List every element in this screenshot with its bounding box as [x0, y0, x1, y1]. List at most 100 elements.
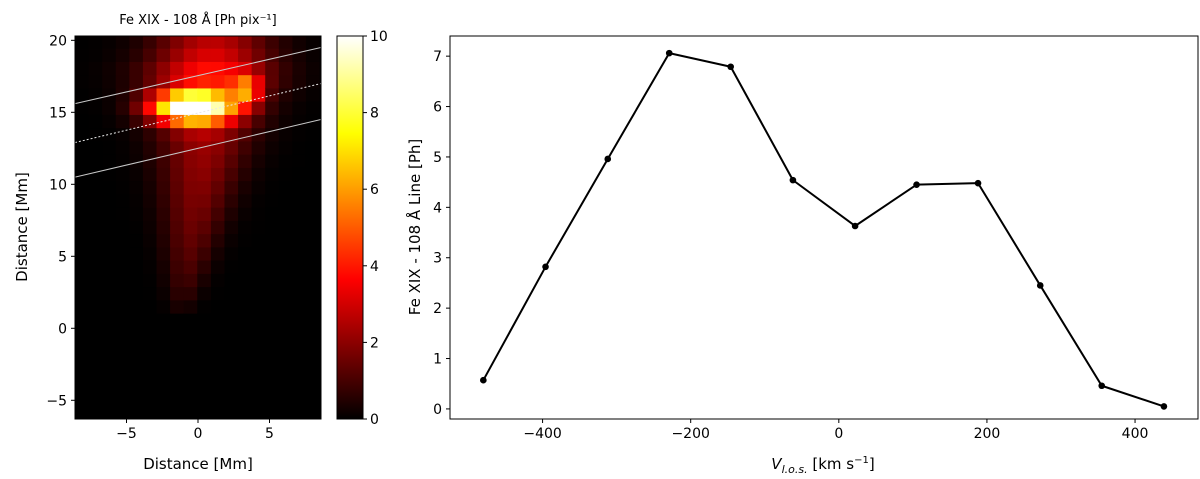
- heatmap-cell: [251, 180, 266, 195]
- heatmap-cell: [251, 36, 266, 49]
- heatmap-cell: [75, 233, 90, 248]
- heatmap-cell: [224, 220, 239, 235]
- heatmap-cell: [88, 127, 103, 142]
- heatmap-cell: [197, 366, 212, 380]
- y-tick-label: 10: [49, 177, 67, 193]
- heatmap-cell: [129, 339, 144, 354]
- heatmap-cell: [278, 180, 293, 195]
- heatmap-cell: [210, 48, 226, 62]
- heatmap-cell: [319, 326, 321, 341]
- heatmap-cell: [292, 154, 307, 168]
- heatmap-cell: [278, 127, 293, 142]
- heatmap-cell: [156, 61, 171, 76]
- heatmap-cell: [156, 87, 171, 102]
- heatmap-cell: [156, 339, 171, 354]
- heatmap-cell: [197, 233, 212, 248]
- heatmap-cell: [102, 207, 117, 221]
- heatmap-cell: [292, 74, 307, 89]
- heatmap-cell: [102, 379, 117, 394]
- heatmap-cell: [210, 233, 226, 248]
- heatmap-cell: [102, 220, 117, 235]
- heatmap-cell: [251, 48, 266, 62]
- heatmap-cell: [115, 405, 130, 419]
- heatmap-cell: [142, 273, 158, 288]
- heatmap-cell: [197, 286, 212, 301]
- heatmap-cell: [129, 392, 144, 407]
- heatmap-cell: [102, 127, 117, 142]
- x-tick-label: 400: [1122, 426, 1149, 442]
- y-tick-label: 6: [433, 100, 442, 116]
- colorbar-tick-label: 10: [370, 29, 388, 45]
- heatmap-cell: [197, 405, 212, 419]
- heatmap-cell: [129, 101, 144, 115]
- heatmap-cell: [319, 87, 321, 102]
- heatmap-cell: [238, 273, 253, 288]
- heatmap-cell: [129, 140, 144, 155]
- heatmap-cell: [278, 246, 293, 261]
- heatmap-cell: [238, 114, 253, 129]
- heatmap-cell: [142, 114, 158, 129]
- heatmap-cell: [142, 36, 158, 49]
- heatmap-cell: [115, 48, 130, 62]
- heatmap-cell: [210, 167, 226, 182]
- heatmap-cell: [278, 352, 293, 367]
- heatmap-cell: [170, 392, 185, 407]
- heatmap-cell: [129, 180, 144, 195]
- heatmap-cell: [251, 61, 266, 76]
- heatmap-cell: [115, 101, 130, 115]
- heatmap-cell: [129, 167, 144, 182]
- heatmap-cell: [224, 246, 239, 261]
- heatmap-cell: [210, 299, 226, 314]
- heatmap-cell: [142, 392, 158, 407]
- heatmap-cell: [305, 154, 321, 168]
- heatmap-cell: [142, 207, 158, 221]
- heatmap-cell: [183, 193, 198, 208]
- heatmap-cell: [278, 193, 293, 208]
- heatmap-cell: [292, 114, 307, 129]
- heatmap-cell: [102, 61, 117, 76]
- heatmap-cell: [115, 299, 130, 314]
- heatmap-cell: [292, 405, 307, 419]
- heatmap-cell: [170, 167, 185, 182]
- line-chart-panel: −400 −200 0 200 400 0 1 2 3 4 5 6 7 Vl.o.s. [km s−1…: [405, 35, 1199, 476]
- heatmap-cell: [88, 154, 103, 168]
- heatmap-cell: [305, 127, 321, 142]
- heatmap-cell: [88, 286, 103, 301]
- y-tick-label: 2: [433, 301, 442, 317]
- heatmap-cell: [251, 286, 266, 301]
- heatmap-cell: [115, 193, 130, 208]
- heatmap-cell: [115, 286, 130, 301]
- heatmap-cell: [305, 286, 321, 301]
- heatmap-cell: [170, 154, 185, 168]
- heatmap-cell: [183, 220, 198, 235]
- heatmap-cell: [88, 193, 103, 208]
- heatmap-cell: [129, 61, 144, 76]
- heatmap-cell: [102, 193, 117, 208]
- heatmap-cell: [224, 339, 239, 354]
- heatmap-cell: [102, 36, 117, 49]
- heatmap-cell: [183, 405, 198, 419]
- heatmap-cell: [265, 260, 280, 274]
- heatmap-cell: [170, 246, 185, 261]
- heatmap-cell: [251, 193, 266, 208]
- heatmap-cell: [265, 101, 280, 115]
- heatmap-cell: [88, 366, 103, 380]
- heatmap-cell: [210, 61, 226, 76]
- heatmap-cell: [224, 313, 239, 327]
- heatmap-cell: [129, 74, 144, 89]
- heatmap-cell: [183, 114, 198, 129]
- heatmap-cell: [142, 127, 158, 142]
- heatmap-cell: [197, 74, 212, 89]
- heatmap-cell: [251, 154, 266, 168]
- heatmap-cell: [265, 74, 280, 89]
- heatmap-cell: [75, 48, 90, 62]
- x-tick-label: 0: [834, 426, 843, 442]
- heatmap-cell: [170, 180, 185, 195]
- heatmap-cell: [75, 114, 90, 129]
- heatmap-cell: [210, 114, 226, 129]
- heatmap-cell: [238, 87, 253, 102]
- heatmap-cell: [319, 246, 321, 261]
- heatmap-cell: [88, 392, 103, 407]
- heatmap-cell: [115, 392, 130, 407]
- heatmap-cell: [292, 87, 307, 102]
